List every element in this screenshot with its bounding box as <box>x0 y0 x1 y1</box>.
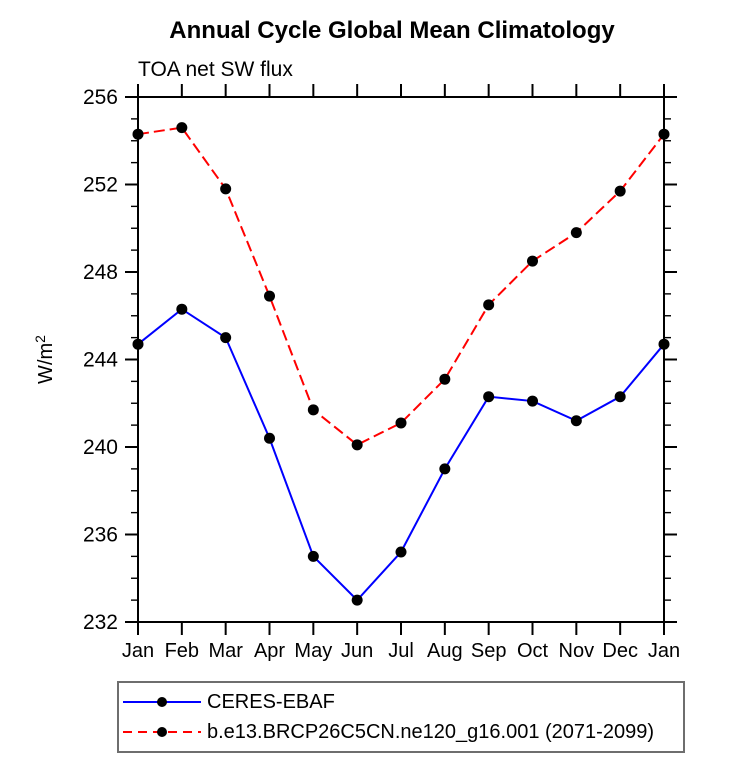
data-point <box>264 432 275 444</box>
y-axis-tick-label: 236 <box>83 524 118 547</box>
data-point <box>527 255 538 267</box>
data-point <box>483 299 495 311</box>
data-point <box>264 290 275 302</box>
x-axis-tick-label: Jan <box>648 640 680 662</box>
series-1-line <box>137 126 665 446</box>
y-axis-tick-label: 244 <box>83 349 118 372</box>
legend-label-series-0: CERES-EBAF <box>207 690 335 713</box>
data-point <box>176 122 188 134</box>
x-axis-tick-label: Sep <box>471 640 507 662</box>
data-point <box>439 373 451 385</box>
data-point <box>220 183 232 195</box>
legend-entry: CERES-EBAF <box>122 687 683 717</box>
x-axis-tick-label: Jan <box>122 640 154 662</box>
data-point <box>351 439 363 451</box>
data-point <box>658 338 670 350</box>
data-point <box>570 227 582 239</box>
x-axis-tick-label: Feb <box>165 640 199 662</box>
data-point <box>570 415 582 427</box>
x-axis-tick-label: Aug <box>427 640 463 662</box>
x-axis-tick-label: Jun <box>341 640 373 662</box>
data-point <box>307 550 319 562</box>
legend-dashed-line-marker-icon <box>123 727 201 737</box>
data-point <box>614 185 626 197</box>
data-point <box>439 463 451 475</box>
chart-subtitle: TOA net SW flux <box>138 58 293 81</box>
data-point <box>351 594 363 606</box>
legend-box: CERES-EBAF b.e13.BRCP26C5CN.ne120_g16.00… <box>117 681 685 753</box>
data-point <box>395 417 407 429</box>
y-axis-tick-label: 252 <box>83 174 118 197</box>
data-point <box>395 546 407 558</box>
x-axis-tick-label: Oct <box>517 640 549 662</box>
legend-solid-line-marker-icon <box>123 697 201 707</box>
data-point <box>132 338 144 350</box>
data-point <box>220 332 232 344</box>
axis-spines <box>137 96 665 623</box>
data-point <box>614 391 626 403</box>
y-axis-tick-label: 232 <box>83 611 118 634</box>
y-axis-tick-label: 248 <box>83 261 118 284</box>
data-point <box>132 128 144 140</box>
chart-title: Annual Cycle Global Mean Climatology <box>169 17 615 44</box>
data-point <box>176 303 188 315</box>
data-point <box>658 128 670 140</box>
data-point <box>307 404 319 416</box>
data-point <box>483 391 495 403</box>
x-axis-tick-label: May <box>294 640 332 662</box>
legend-entry: b.e13.BRCP26C5CN.ne120_g16.001 (2071-209… <box>122 717 683 747</box>
legend-label-series-1: b.e13.BRCP26C5CN.ne120_g16.001 (2071-209… <box>207 720 654 743</box>
y-axis-tick-label: 240 <box>83 436 118 459</box>
x-axis-tick-label: Dec <box>602 640 638 662</box>
x-axis-tick-label: Apr <box>254 640 285 662</box>
x-axis-tick-label: Nov <box>559 640 595 662</box>
y-axis-title: W/m2 <box>32 335 57 384</box>
y-axis-tick-label: 256 <box>83 86 118 109</box>
x-axis-tick-label: Mar <box>208 640 243 662</box>
data-point <box>527 395 538 407</box>
x-axis-tick-label: Jul <box>388 640 414 662</box>
